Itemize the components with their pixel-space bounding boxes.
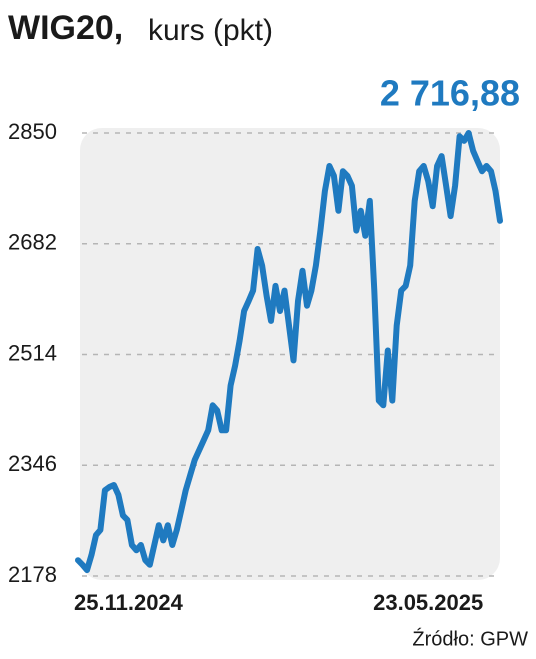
- y-tick-label: 2346: [8, 451, 57, 476]
- y-tick-label: 2682: [8, 230, 57, 255]
- x-tick-label: 25.11.2024: [74, 590, 184, 615]
- chart-title: WIG20,: [8, 9, 123, 47]
- value-label: 2 716,88: [380, 73, 520, 114]
- y-tick-label: 2514: [8, 340, 57, 365]
- y-tick-label: 2178: [8, 562, 57, 587]
- source: Źródło: GPW: [412, 627, 528, 650]
- chart-subtitle: kurs (pkt): [148, 14, 273, 47]
- y-tick-label: 2850: [8, 119, 57, 144]
- line: [75, 130, 503, 574]
- x-tick-label: 23.05.2025: [373, 590, 483, 615]
